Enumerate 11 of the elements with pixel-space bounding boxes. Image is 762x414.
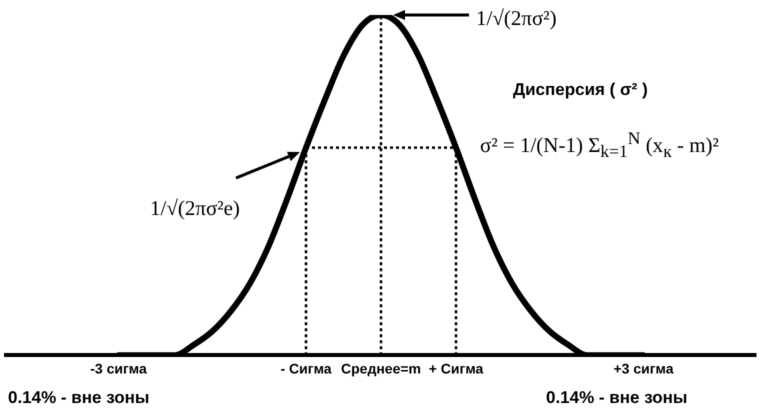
- x-tick-label: + Сигма: [428, 360, 484, 376]
- x-tick-label: - Сигма: [280, 360, 332, 376]
- x-tick-label: Среднее=m: [341, 360, 421, 376]
- x-tick-label: +3 сигма: [613, 360, 674, 376]
- annotation: 1/√(2πσ²): [476, 6, 557, 31]
- annotation: 1/√(2πσ²e): [150, 196, 240, 221]
- annotation: Дисперсия ( σ² ): [513, 80, 648, 100]
- text: 0.14% - вне зоны: [8, 388, 150, 408]
- text: 0.14% - вне зоны: [546, 388, 688, 408]
- annotation: σ² = 1/(N-1) Σ$_{k=1}$$^{N}$ (x$_{к}$ - m)²: [480, 128, 719, 162]
- x-tick-label: -3 сигма: [90, 360, 147, 376]
